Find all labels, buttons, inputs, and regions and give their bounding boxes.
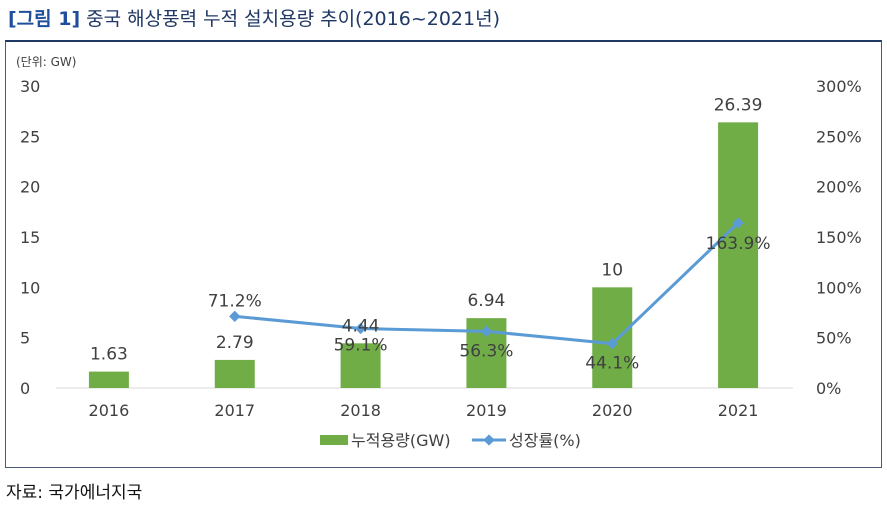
line-point	[732, 217, 744, 229]
bar-value-label: 26.39	[714, 95, 763, 115]
x-axis: 2016 2017 2018 2019 2020 2021	[89, 401, 759, 420]
legend-line-label: 성장률(%)	[509, 431, 581, 450]
bar	[88, 371, 129, 388]
right-tick-label: 100%	[816, 278, 862, 297]
bar-value-label: 6.94	[467, 291, 505, 311]
left-tick-label: 30	[20, 77, 40, 96]
line-data-labels: 71.2% 59.1% 56.3% 44.1% 163.9%	[208, 234, 771, 374]
chart-frame: (단위: GW) 30 25 20 15 10 5 0 300% 250% 200% 150% 10…	[5, 40, 882, 468]
right-tick-label: 150%	[816, 228, 862, 247]
left-tick-label: 10	[20, 278, 40, 297]
line-point	[480, 325, 493, 337]
source-note: 자료: 국가에너지국	[6, 483, 143, 503]
x-tick-label: 2019	[466, 401, 507, 420]
combo-chart: (단위: GW) 30 25 20 15 10 5 0 300% 250% 200% 150% 10…	[16, 55, 862, 450]
right-tick-label: 50%	[816, 329, 852, 348]
x-tick-label: 2020	[592, 401, 633, 420]
line-value-label: 71.2%	[208, 291, 262, 311]
bar	[340, 343, 381, 388]
bar-data-labels: 1.63 2.79 4.44 6.94 10 26.39	[90, 95, 762, 364]
unit-label: (단위: GW)	[16, 55, 76, 69]
bar	[718, 122, 759, 388]
bar-value-label: 4.44	[342, 316, 380, 336]
left-tick-label: 25	[20, 127, 40, 146]
figure-title: [그림 1] 중국 해상풍력 누적 설치용량 추이(2016~2021년)	[8, 4, 500, 34]
bar	[592, 287, 633, 388]
legend-bar-label: 누적용량(GW)	[351, 431, 451, 450]
x-tick-label: 2018	[340, 401, 381, 420]
line-point	[606, 337, 618, 350]
left-tick-label: 0	[20, 379, 30, 398]
right-tick-label: 200%	[816, 178, 862, 197]
figure-tag: [그림 1]	[8, 8, 81, 30]
figure-title-text: 중국 해상풍력 누적 설치용량 추이(2016~2021년)	[86, 8, 500, 30]
right-tick-label: 300%	[816, 77, 862, 96]
legend-line-marker	[483, 434, 495, 446]
legend-bar-swatch	[320, 435, 348, 445]
left-tick-label: 15	[20, 228, 40, 247]
line-point	[229, 310, 241, 322]
line-value-label: 163.9%	[706, 234, 771, 254]
bar-series	[88, 122, 759, 388]
x-tick-label: 2017	[214, 401, 255, 420]
line-value-label: 56.3%	[459, 341, 513, 361]
bar-value-label: 10	[601, 260, 623, 280]
left-axis: 30 25 20 15 10 5 0	[20, 77, 40, 398]
line-series	[229, 217, 744, 350]
bar-value-label: 2.79	[216, 333, 254, 353]
left-tick-label: 5	[20, 329, 30, 348]
legend: 누적용량(GW) 성장률(%)	[320, 431, 581, 450]
line-point	[354, 322, 367, 335]
right-tick-label: 250%	[816, 127, 862, 146]
x-tick-label: 2021	[718, 401, 759, 420]
x-tick-label: 2016	[89, 401, 130, 420]
bar	[214, 359, 255, 388]
left-tick-label: 20	[20, 178, 40, 197]
line-value-label: 44.1%	[585, 354, 639, 374]
line-value-label: 59.1%	[334, 336, 388, 356]
right-tick-label: 0%	[816, 379, 841, 398]
right-axis: 300% 250% 200% 150% 100% 50% 0%	[816, 77, 862, 398]
bar-value-label: 1.63	[90, 345, 128, 365]
